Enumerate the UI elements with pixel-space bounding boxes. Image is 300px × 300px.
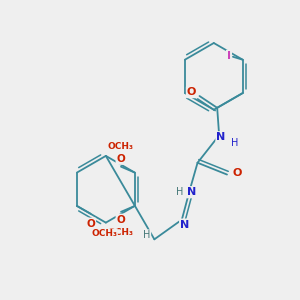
Text: OCH₃: OCH₃ xyxy=(108,228,134,237)
Text: N: N xyxy=(180,220,189,230)
Text: O: O xyxy=(232,168,242,178)
Text: O: O xyxy=(187,87,196,97)
Text: OCH₃: OCH₃ xyxy=(92,229,117,238)
Text: O: O xyxy=(117,215,125,225)
Text: OCH₃: OCH₃ xyxy=(108,142,134,151)
Text: O: O xyxy=(117,154,125,164)
Text: O: O xyxy=(86,219,95,229)
Text: H: H xyxy=(143,230,150,240)
Text: N: N xyxy=(217,132,226,142)
Text: H: H xyxy=(176,187,184,197)
Text: H: H xyxy=(231,138,239,148)
Text: N: N xyxy=(187,187,196,197)
Text: I: I xyxy=(227,51,231,61)
